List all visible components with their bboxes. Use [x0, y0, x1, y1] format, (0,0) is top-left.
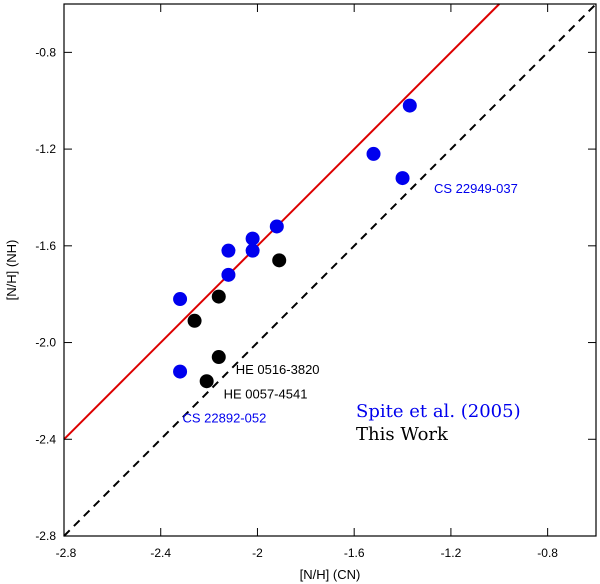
point-spite-2 [221, 243, 236, 258]
y-tick-label: -1.2 [35, 142, 56, 156]
line-one-to-one [63, 3, 597, 537]
y-tick-label: -2.8 [35, 529, 56, 543]
legend: Spite et al. (2005) This Work [356, 401, 521, 445]
y-axis-title: [N/H] (NH) [4, 240, 19, 301]
y-tick-label: -2.4 [35, 432, 56, 446]
y-tick-label: -2.0 [35, 336, 56, 350]
point-this-work-1 [211, 289, 226, 304]
annotation-label: CS 22892-052 [182, 411, 266, 426]
plot-points [173, 98, 417, 389]
y-tick-label: -1.6 [35, 239, 56, 253]
x-tick-label: -2 [252, 546, 263, 560]
point-spite-3 [221, 267, 236, 282]
point-this-work-0 [187, 313, 202, 328]
point-spite-6 [269, 219, 284, 234]
point-spite-1 [173, 364, 188, 379]
point-spite-8 [395, 171, 410, 186]
x-axis-title: [N/H] (CN) [300, 567, 361, 582]
point-spite-9 [402, 98, 417, 113]
plot-frame [63, 3, 597, 537]
annotation-label: HE 0516-3820 [236, 362, 320, 377]
y-axis-ticks: -2.8 -2.4 -2.0 -1.6 -1.2 -0.8 [35, 45, 596, 543]
x-tick-label: -1.2 [441, 546, 462, 560]
point-spite-5 [245, 243, 260, 258]
annotation-label: CS 22949-037 [434, 181, 518, 196]
x-tick-label: -0.8 [537, 546, 558, 560]
x-tick-label: -2.8 [56, 546, 77, 560]
y-tick-label: -0.8 [35, 45, 56, 59]
point-spite-0 [173, 292, 188, 307]
point-spite-4 [245, 231, 260, 246]
point-this-work-2 [211, 350, 226, 365]
legend-entry-this-work: This Work [356, 424, 449, 445]
x-tick-label: -2.4 [150, 546, 171, 560]
point-spite-7 [366, 146, 381, 161]
x-tick-label: -1.6 [344, 546, 365, 560]
plot-lines [63, 3, 597, 537]
point-this-work-4 [272, 253, 287, 268]
point-this-work-3 [199, 374, 214, 389]
annotations: CS 22949-037 HE 0516-3820 HE 0057-4541 CS 2… [182, 181, 517, 426]
x-axis-ticks: -2.8 -2.4 -2 -1.6 -1.2 -0.8 [56, 4, 558, 560]
legend-entry-spite: Spite et al. (2005) [356, 401, 521, 422]
annotation-label: HE 0057-4541 [224, 386, 308, 401]
